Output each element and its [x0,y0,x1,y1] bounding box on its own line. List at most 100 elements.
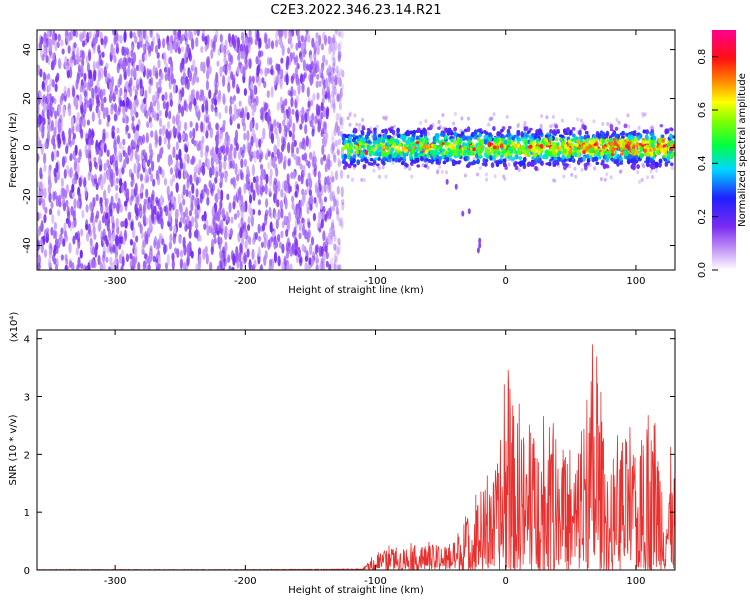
spectrogram-cell [145,253,149,265]
spectrogram-cell [298,206,303,219]
spectrogram-cell [168,201,172,212]
spectrogram-cell [120,265,124,270]
spectrogram-cell [300,43,305,51]
spectrogram-cell [39,238,44,251]
spectrogram-cell [526,130,531,134]
spectrogram-cell [88,160,93,173]
spectrogram-cell [435,151,440,156]
spectrogram-cell [98,55,102,67]
spectrogram-cell [293,140,297,147]
spectrogram-cell [81,84,86,94]
spectrogram-cell [37,225,42,236]
spectrogram-cell [227,134,231,146]
spectrogram-cell [192,127,196,140]
spectrogram-cell [617,120,621,125]
spectrogram-cell [322,154,327,162]
spectrogram-cell [637,179,641,184]
spectrogram-cell [146,159,151,167]
spectrogram-cell [209,130,213,138]
spectrogram-cell [103,162,107,172]
spectrogram-cell [280,230,284,239]
spectrogram-cell [432,154,436,158]
spectrogram-cell [334,170,339,181]
spectrogram-cell [268,206,272,218]
spectrogram-cell [346,174,350,179]
spectrogram-cell [265,173,269,184]
spectrogram-cell [266,67,270,74]
spectrogram-cell [182,72,186,80]
spectrogram-cell [260,167,264,177]
spectrogram-cell [62,105,66,118]
spectrogram-cell [72,235,76,245]
spectrogram-cell [114,159,118,172]
spectrogram-cell [178,93,182,104]
spectrogram-cell [306,231,310,241]
spectrogram-cell [460,131,465,135]
spectrogram-cell [296,30,300,36]
spectrogram-cell [220,219,224,230]
spectrogram-cell [53,221,58,230]
spectrogram-cell [330,222,335,229]
spectrogram-cell [48,208,53,216]
spectrogram-cell [193,140,197,147]
spectrogram-cell [54,238,59,246]
spectrogram-cell [63,233,67,240]
spectrogram-cell [321,97,325,104]
spectrogram-cell [159,194,164,207]
spectrogram-cell [92,60,96,72]
spectrogram-cell [329,206,333,214]
spectrogram-cell [54,75,59,84]
spectrogram-cell [260,50,264,57]
spectrogram-cell [319,211,323,220]
spectrogram-cell [641,111,645,116]
spectrogram-cell [382,161,386,166]
spectrogram-cell [156,153,161,163]
spectrogram-cell [367,156,371,161]
spectrogram-cell [329,205,333,217]
spectrogram-cell [63,222,67,231]
spectrogram-cell [300,173,304,185]
spectrogram-cell [341,116,345,126]
spectrogram-cell [204,44,208,52]
spectrogram-cell [147,196,151,203]
spectrogram-cell [139,210,143,219]
spectrogram-cell [273,251,278,264]
spectrogram-cell [615,117,619,122]
spectrogram-cell [45,55,49,64]
spectrogram-cell [352,154,357,159]
spectrogram-cell [338,77,342,87]
spectrogram-cell [299,163,303,170]
spectrogram-cell [75,247,79,256]
spectrogram-cell [150,193,155,201]
spectrogram-cell [331,37,335,44]
spectrogram-cell [129,238,134,246]
spectrogram-cell [399,151,403,156]
spectrogram-cell [336,147,340,155]
spectrogram-cell [169,99,173,108]
spectrogram-cell [99,88,103,101]
spectrogram-cell [113,136,117,148]
spectrogram-cell [154,134,159,146]
spectrogram-cell [284,98,288,107]
spectrogram-cell [316,73,320,80]
spectrogram-cell [247,95,251,106]
spectrogram-cell [123,30,127,42]
spectrogram-cell [278,30,282,38]
spectrogram-cell [430,158,434,165]
spectrogram-cell [242,66,246,78]
spectrogram-cell [171,258,175,270]
spectrogram-cell [172,146,176,159]
spectrogram-cell [158,78,162,87]
spectrogram-cell [310,236,315,246]
spectrogram-cell [50,226,54,236]
spectrogram-cell [216,60,220,67]
spectrogram-cell [280,188,284,198]
spectrogram-cell [248,258,252,270]
spectrogram-cell [102,128,106,138]
spectrogram-cell [288,130,292,138]
spectrogram-cell [160,72,164,81]
spectrogram-cell [109,81,113,92]
spectrogram-cell [166,120,171,130]
spectrogram-cell [278,37,282,45]
spectrogram-cell [125,253,130,263]
